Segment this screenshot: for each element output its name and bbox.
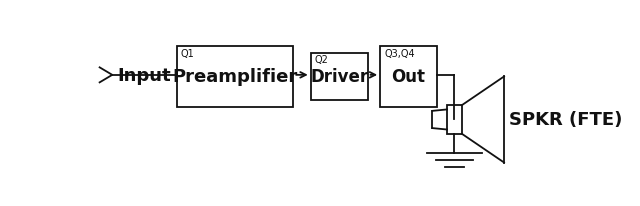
Bar — [310, 53, 367, 101]
Text: SPKR (FTE): SPKR (FTE) — [509, 111, 623, 129]
Bar — [177, 47, 293, 107]
Text: Q1: Q1 — [180, 49, 195, 59]
Text: Driver: Driver — [310, 68, 368, 86]
Text: Input: Input — [117, 67, 171, 84]
Text: Q3,Q4: Q3,Q4 — [384, 49, 415, 59]
Bar — [447, 106, 462, 134]
Text: Q2: Q2 — [315, 55, 328, 65]
Text: Out: Out — [392, 68, 426, 86]
Bar — [380, 47, 437, 107]
Text: Preamplifier: Preamplifier — [172, 68, 298, 86]
